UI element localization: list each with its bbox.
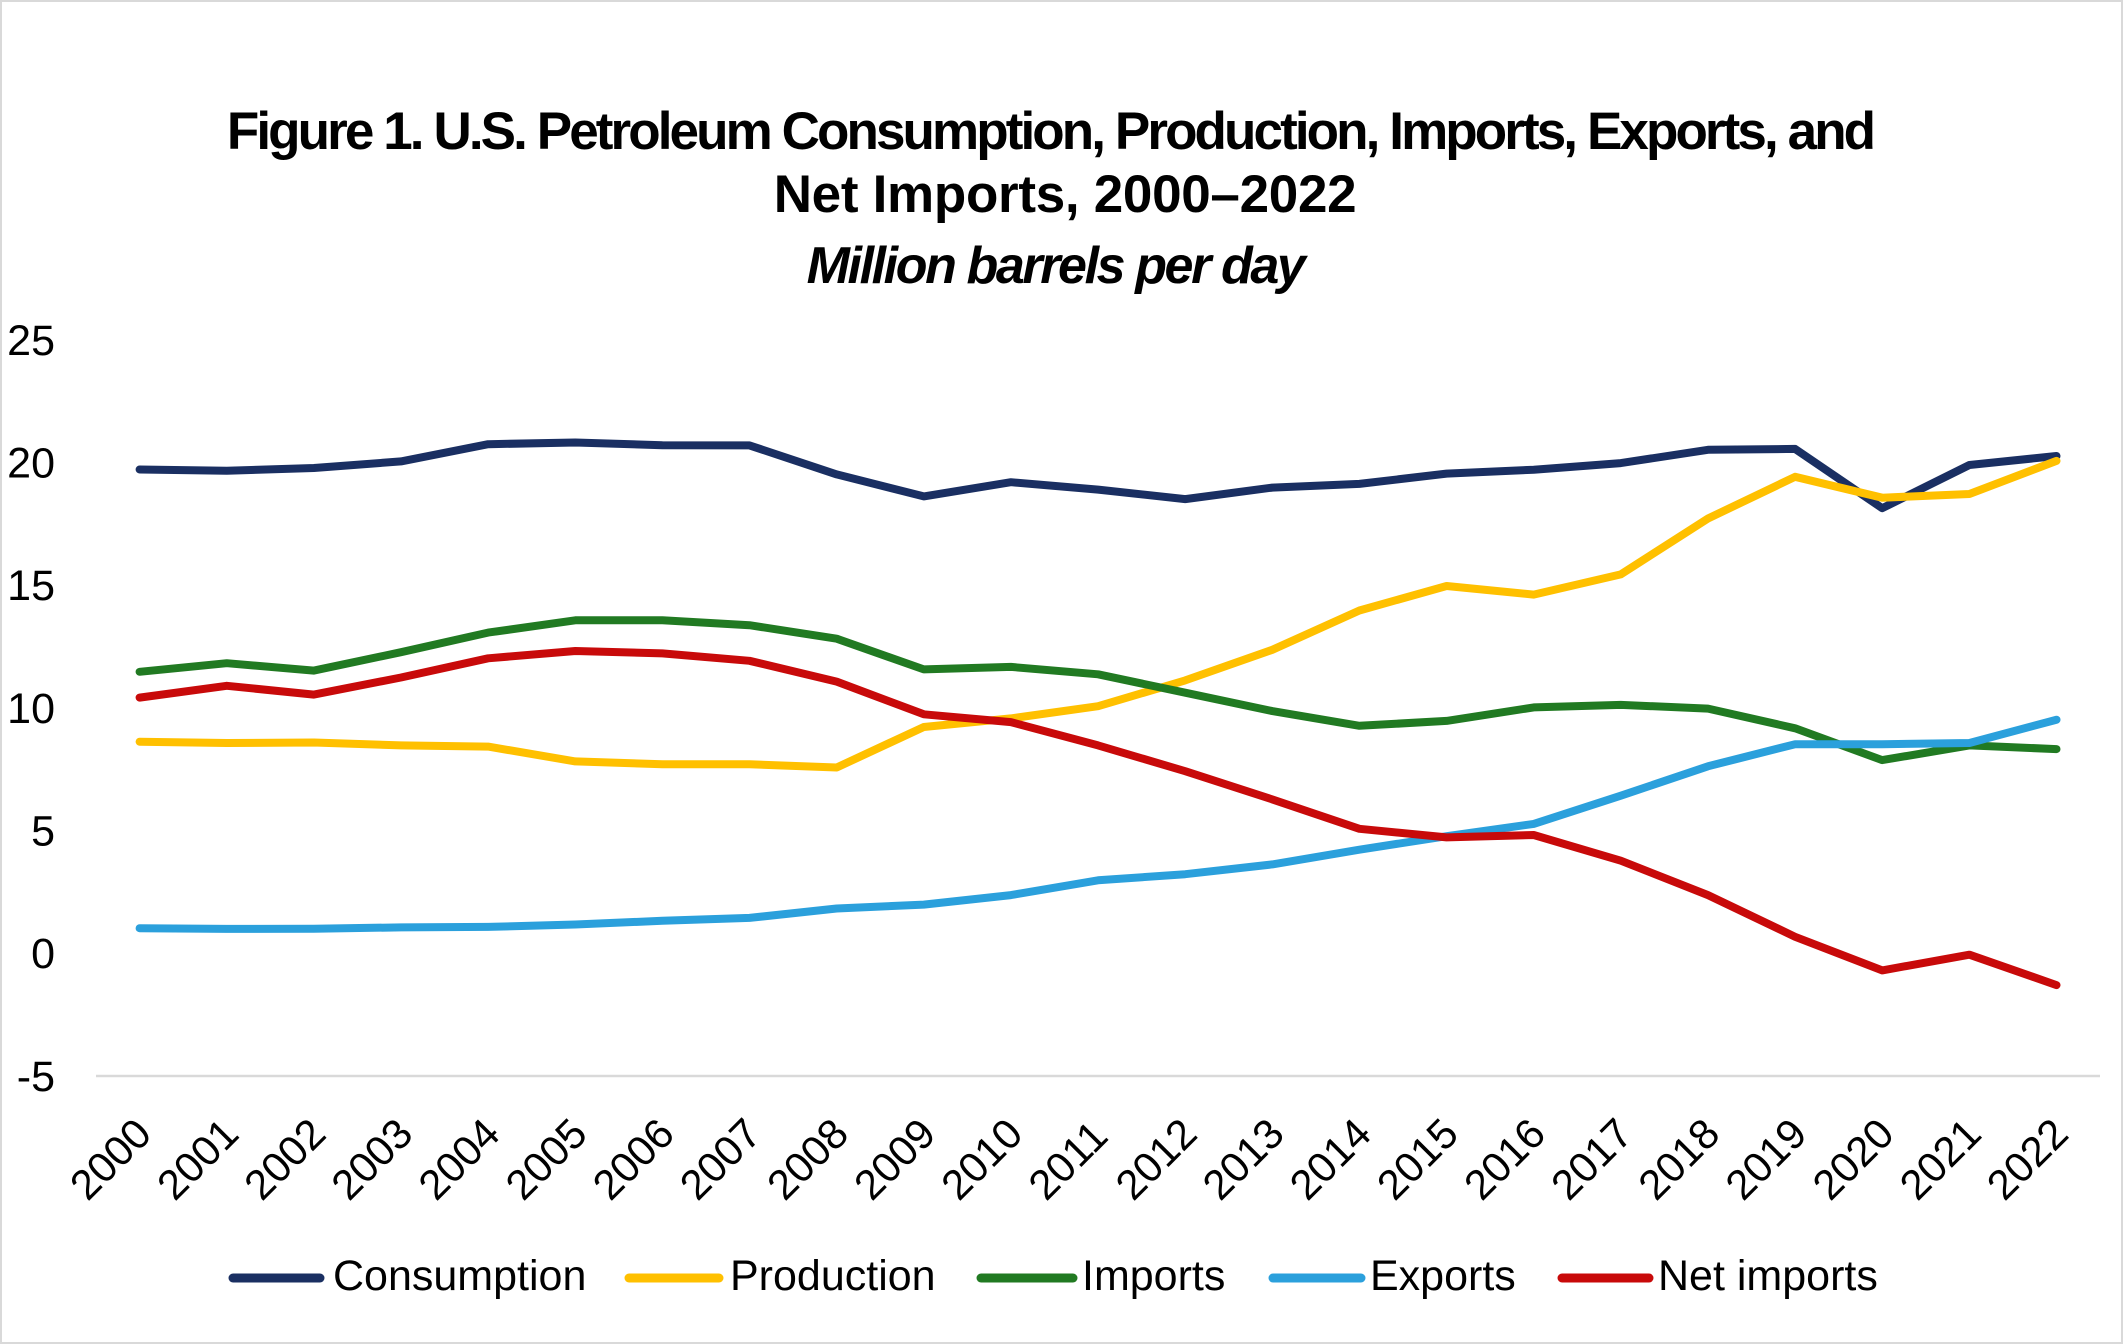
svg-text:Net Imports, 2000–2022: Net Imports, 2000–2022 <box>774 165 1357 224</box>
svg-text:25: 25 <box>7 317 55 365</box>
svg-text:15: 15 <box>7 562 55 610</box>
svg-text:Figure 1. U.S. Petroleum Consu: Figure 1. U.S. Petroleum Consumption, Pr… <box>227 102 1873 161</box>
svg-text:Production: Production <box>730 1252 936 1300</box>
svg-text:20: 20 <box>7 440 55 488</box>
svg-text:Million barrels per day: Million barrels per day <box>807 237 1309 295</box>
svg-text:Exports: Exports <box>1370 1252 1516 1300</box>
svg-text:Imports: Imports <box>1082 1252 1225 1300</box>
svg-text:Net imports: Net imports <box>1658 1252 1878 1300</box>
svg-text:10: 10 <box>7 685 55 733</box>
svg-text:Consumption: Consumption <box>333 1252 586 1300</box>
svg-text:5: 5 <box>31 808 55 856</box>
svg-text:0: 0 <box>31 930 55 978</box>
svg-text:-5: -5 <box>17 1053 55 1101</box>
